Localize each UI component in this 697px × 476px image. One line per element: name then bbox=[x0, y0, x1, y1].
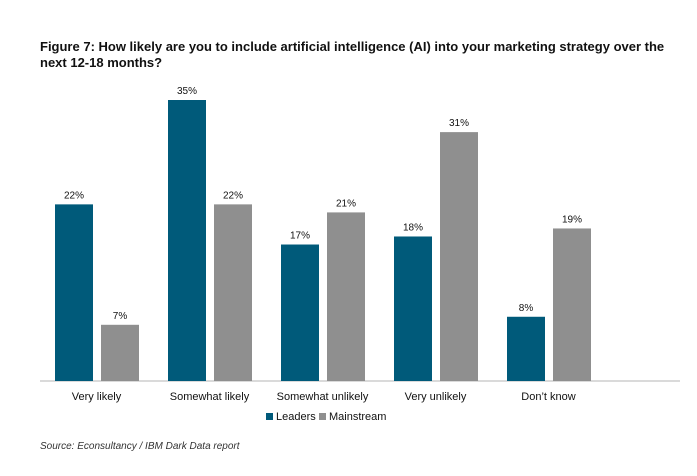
bar-leaders-3 bbox=[281, 244, 319, 381]
category-label-5: Don’t know bbox=[521, 391, 575, 403]
value-label-leaders-3: 17% bbox=[290, 231, 310, 242]
legend-label-leaders: Leaders bbox=[276, 411, 316, 423]
bar-mainstream-1 bbox=[101, 324, 139, 381]
value-label-mainstream-3: 21% bbox=[336, 198, 356, 209]
value-label-mainstream-4: 31% bbox=[449, 118, 469, 129]
category-label-3: Somewhat unlikely bbox=[277, 391, 369, 403]
bar-mainstream-2 bbox=[214, 204, 252, 381]
legend-label-mainstream: Mainstream bbox=[329, 411, 386, 423]
legend: Leaders Mainstream bbox=[266, 411, 386, 423]
value-label-leaders-5: 8% bbox=[519, 303, 534, 314]
value-label-leaders-2: 35% bbox=[177, 86, 197, 97]
bar-leaders-1 bbox=[55, 204, 93, 381]
source-note: Source: Econsultancy / IBM Dark Data rep… bbox=[40, 441, 240, 452]
category-label-4: Very unlikely bbox=[405, 391, 467, 403]
value-label-mainstream-2: 22% bbox=[223, 190, 243, 201]
bar-leaders-2 bbox=[168, 100, 206, 381]
chart-title: Figure 7: How likely are you to include … bbox=[40, 39, 665, 70]
legend-swatch-mainstream bbox=[319, 413, 326, 420]
bars-group bbox=[55, 100, 591, 381]
value-labels-group: 22% 7% 35% 22% 17% 21% 18% 31% 8% 19% bbox=[64, 86, 582, 322]
bar-mainstream-5 bbox=[553, 228, 591, 381]
bar-leaders-4 bbox=[394, 236, 432, 381]
value-label-leaders-4: 18% bbox=[403, 222, 423, 233]
bar-mainstream-3 bbox=[327, 212, 365, 381]
bar-leaders-5 bbox=[507, 316, 545, 381]
legend-swatch-leaders bbox=[266, 413, 273, 420]
value-label-mainstream-5: 19% bbox=[562, 214, 582, 225]
category-label-1: Very likely bbox=[72, 391, 122, 403]
value-label-leaders-1: 22% bbox=[64, 190, 84, 201]
bar-mainstream-4 bbox=[440, 132, 478, 381]
value-label-mainstream-1: 7% bbox=[113, 311, 128, 322]
category-label-2: Somewhat likely bbox=[170, 391, 250, 403]
category-labels-group: Very likely Somewhat likely Somewhat unlik… bbox=[72, 391, 576, 403]
